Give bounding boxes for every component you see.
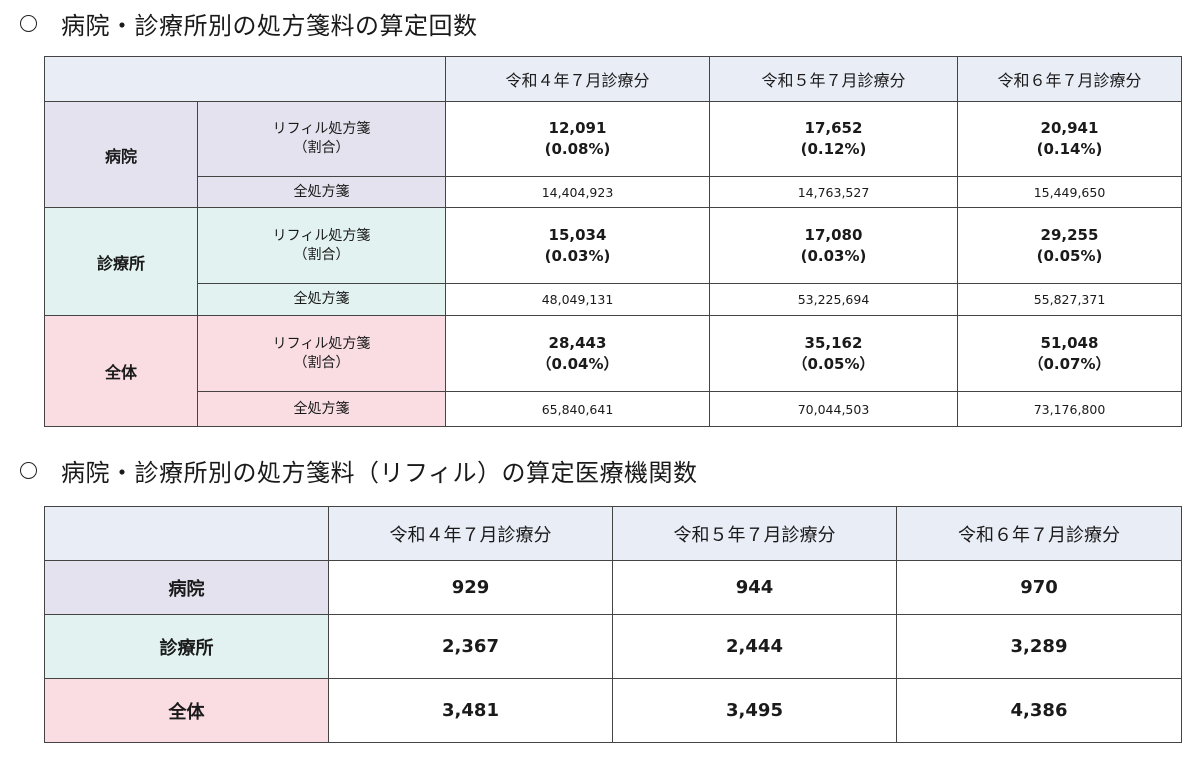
refill-label-cell: リフィル処方箋 （割合） [197, 101, 446, 177]
circle-bullet-icon [20, 15, 37, 32]
refill-label: リフィル処方箋 [272, 121, 371, 137]
total-label: 全処方箋 [197, 176, 446, 208]
table-row: 病院 リフィル処方箋 （割合） 12,091 (0.08%) 17,652 (0.12… [44, 101, 1182, 208]
institution-count: 2,367 [328, 614, 613, 679]
row-label-clinic: 診療所 [44, 207, 198, 316]
institution-count: 3,289 [896, 614, 1182, 679]
row-label-hospital: 病院 [44, 101, 198, 208]
refill-ratio: (0.12%) [800, 140, 867, 158]
institution-count: 3,481 [328, 678, 613, 743]
table-row: 診療所 リフィル処方箋 （割合） 15,034 (0.03%) 17,080 (0.0… [44, 207, 1182, 316]
institution-count-table: 令和４年７月診療分 令和５年７月診療分 令和６年７月診療分 病院 929 944… [44, 506, 1182, 743]
column-header: 令和６年７月診療分 [896, 506, 1182, 561]
total-label: 全処方箋 [197, 391, 446, 427]
section-title-prescription-count: 病院・診療所別の処方箋料の算定回数 [20, 6, 478, 41]
header-blank-cell [44, 56, 446, 102]
refill-value-cell: 17,652 (0.12%) [709, 101, 958, 177]
column-header: 令和４年７月診療分 [328, 506, 613, 561]
total-value: 48,049,131 [445, 283, 710, 316]
row-label-clinic: 診療所 [44, 614, 329, 679]
total-value: 14,763,527 [709, 176, 958, 208]
refill-label: リフィル処方箋 [272, 227, 371, 244]
table-header-row: 令和４年７月診療分 令和５年７月診療分 令和６年７月診療分 [44, 506, 1182, 561]
table-row: 病院 929 944 970 [44, 560, 1182, 615]
table-row: 全処方箋 65,840,641 70,044,503 73,176,800 [45, 391, 1182, 427]
refill-value-cell: 35,162 （0.05%） [709, 315, 958, 392]
row-label-all: 全体 [44, 678, 329, 743]
refill-ratio: (0.14%) [1036, 140, 1103, 158]
refill-label: リフィル処方箋 [272, 335, 371, 352]
refill-ratio: (0.03%) [544, 246, 611, 265]
header-blank-cell [44, 506, 329, 561]
refill-count: 15,034 [548, 225, 607, 244]
table-row: 全処方箋 14,404,923 14,763,527 15,449,650 [45, 176, 1182, 208]
total-label: 全処方箋 [197, 283, 446, 316]
refill-label-cell: リフィル処方箋 （割合） [197, 315, 446, 392]
institution-count: 2,444 [612, 614, 897, 679]
section-title-text: 病院・診療所別の処方箋料（リフィル）の算定医療機関数 [61, 459, 698, 487]
ratio-label: （割合） [293, 140, 350, 156]
section-title-institution-count: 病院・診療所別の処方箋料（リフィル）の算定医療機関数 [20, 453, 698, 488]
table-row: 診療所 2,367 2,444 3,289 [44, 614, 1182, 679]
refill-count: 17,652 [804, 119, 863, 137]
ratio-label: （割合） [293, 246, 350, 263]
refill-ratio: （0.05%） [792, 354, 875, 373]
total-value: 55,827,371 [957, 283, 1182, 316]
table-row: 全体 3,481 3,495 4,386 [44, 678, 1182, 743]
column-header: 令和４年７月診療分 [445, 56, 710, 102]
refill-count: 28,443 [548, 333, 607, 352]
row-label-all: 全体 [44, 315, 198, 427]
refill-ratio: （0.04%） [536, 354, 619, 373]
section-title-text: 病院・診療所別の処方箋料の算定回数 [61, 12, 478, 40]
institution-count: 970 [896, 560, 1182, 615]
institution-count: 3,495 [612, 678, 897, 743]
refill-ratio: (0.03%) [800, 246, 867, 265]
column-header: 令和６年７月診療分 [957, 56, 1182, 102]
refill-value-cell: 20,941 (0.14%) [957, 101, 1182, 177]
refill-ratio: (0.08%) [544, 140, 611, 158]
row-label-hospital: 病院 [44, 560, 329, 615]
refill-value-cell: 51,048 （0.07%） [957, 315, 1182, 392]
institution-count: 929 [328, 560, 613, 615]
table-row: 全処方箋 48,049,131 53,225,694 55,827,371 [45, 283, 1182, 316]
column-header: 令和５年７月診療分 [612, 506, 897, 561]
total-value: 73,176,800 [957, 391, 1182, 427]
column-header: 令和５年７月診療分 [709, 56, 958, 102]
refill-value-cell: 15,034 (0.03%) [445, 207, 710, 284]
total-value: 65,840,641 [445, 391, 710, 427]
institution-count: 4,386 [896, 678, 1182, 743]
refill-value-cell: 29,255 (0.05%) [957, 207, 1182, 284]
circle-bullet-icon [20, 462, 37, 479]
refill-value-cell: 17,080 (0.03%) [709, 207, 958, 284]
refill-value-cell: 12,091 (0.08%) [445, 101, 710, 177]
refill-ratio: (0.05%) [1036, 246, 1103, 265]
total-value: 70,044,503 [709, 391, 958, 427]
prescription-count-table: 令和４年７月診療分 令和５年７月診療分 令和６年７月診療分 病院 リフィル処方箋… [44, 56, 1182, 427]
refill-count: 17,080 [804, 225, 863, 244]
refill-count: 29,255 [1040, 225, 1099, 244]
table-row: 全体 リフィル処方箋 （割合） 28,443 （0.04%） 35,162 （0.05… [44, 315, 1182, 427]
table-header-row: 令和４年７月診療分 令和５年７月診療分 令和６年７月診療分 [44, 56, 1182, 102]
refill-label-cell: リフィル処方箋 （割合） [197, 207, 446, 284]
ratio-label: （割合） [293, 354, 350, 371]
refill-count: 51,048 [1040, 333, 1099, 352]
refill-count: 35,162 [804, 333, 863, 352]
refill-value-cell: 28,443 （0.04%） [445, 315, 710, 392]
institution-count: 944 [612, 560, 897, 615]
total-value: 15,449,650 [957, 176, 1182, 208]
refill-count: 20,941 [1040, 119, 1099, 137]
refill-ratio: （0.07%） [1028, 354, 1111, 373]
total-value: 53,225,694 [709, 283, 958, 316]
refill-count: 12,091 [548, 119, 607, 137]
total-value: 14,404,923 [445, 176, 710, 208]
